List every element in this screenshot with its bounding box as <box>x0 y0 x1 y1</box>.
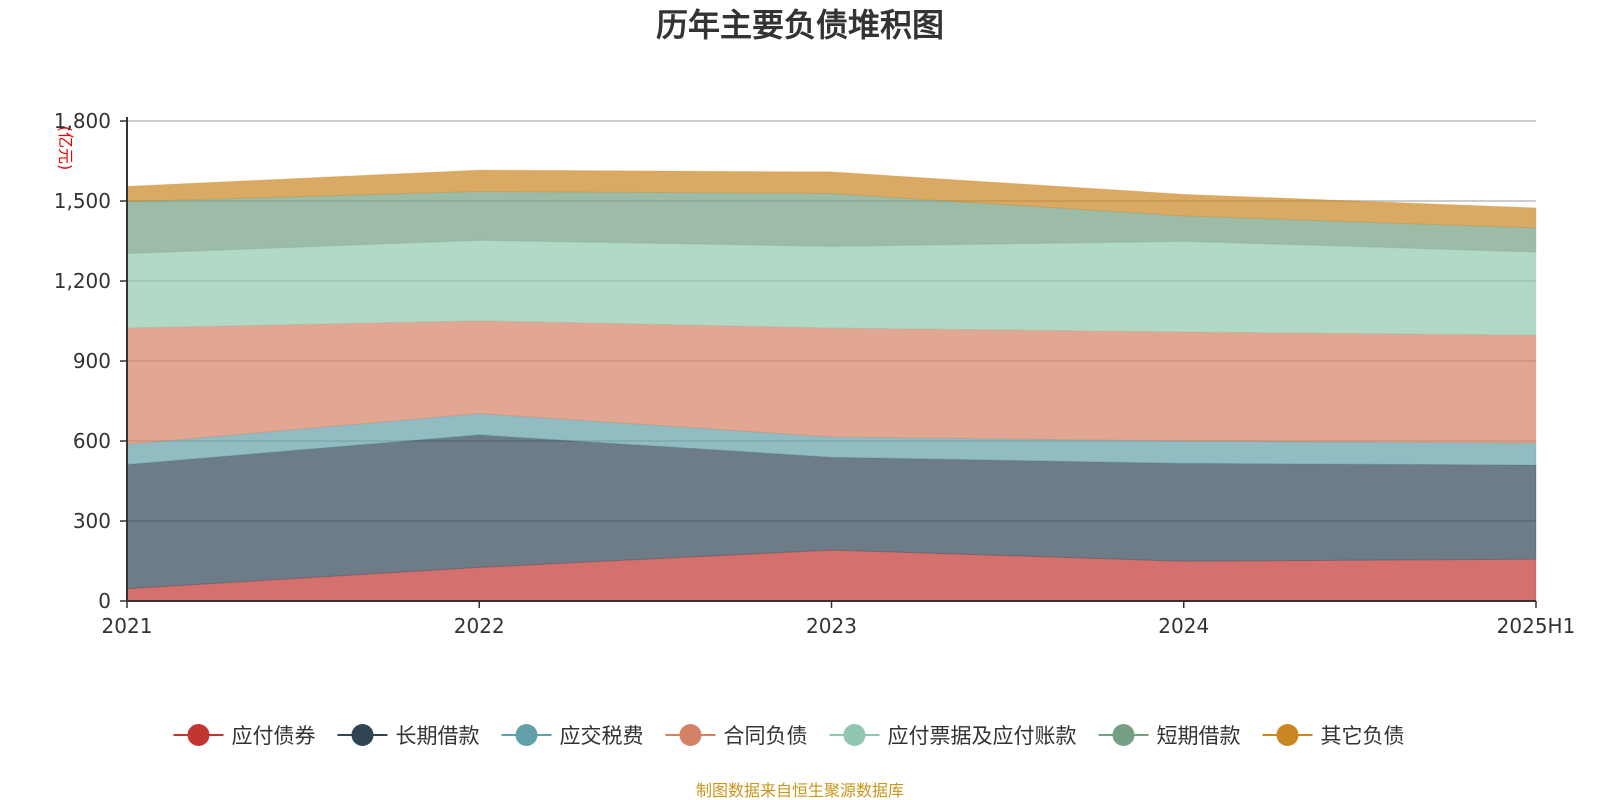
x-tick-label: 2023 <box>806 614 857 638</box>
legend-item-3: 合同负债 <box>665 724 808 748</box>
axes: 0 300 600 900 1,200 1,500 1,800 2021 2022 2023 202… <box>54 109 1576 638</box>
y-tick-label: 1,500 <box>54 189 111 213</box>
y-tick-label: 1,800 <box>54 109 111 133</box>
area-1 <box>126 434 1537 590</box>
x-tick-label: 2025H1 <box>1497 614 1576 638</box>
legend-item-1: 长期借款 <box>337 724 480 748</box>
legend-label: 应付债券 <box>232 724 316 748</box>
y-axis-unit: (亿元) <box>56 126 75 171</box>
y-tick-label: 300 <box>73 509 111 533</box>
y-tick-label: 900 <box>73 349 111 373</box>
legend-label: 合同负债 <box>724 724 808 748</box>
source-note: 制图数据来自恒生聚源数据库 <box>696 781 904 800</box>
legend-marker-icon <box>515 724 538 746</box>
legend-marker-icon <box>843 724 866 746</box>
legend-label: 应付票据及应付账款 <box>888 724 1077 748</box>
legend-item-6: 其它负债 <box>1262 724 1405 748</box>
area-3 <box>126 320 1537 445</box>
legend-item-5: 短期借款 <box>1098 724 1241 748</box>
legend-item-4: 应付票据及应付账款 <box>829 724 1077 748</box>
legend-label: 其它负债 <box>1321 724 1405 748</box>
legend-label: 长期借款 <box>396 724 480 748</box>
legend-item-0: 应付债券 <box>173 724 316 748</box>
legend-label: 应交税费 <box>560 724 644 748</box>
y-tick-label: 600 <box>73 429 111 453</box>
legend-label: 短期借款 <box>1157 724 1241 748</box>
x-tick-label: 2021 <box>102 614 153 638</box>
legend-marker-icon <box>679 724 702 746</box>
legend-marker-icon <box>1112 724 1135 746</box>
x-tick-label: 2022 <box>454 614 505 638</box>
chart-title: 历年主要负债堆积图 <box>656 6 944 44</box>
x-tick-label: 2024 <box>1158 614 1209 638</box>
y-tick-label: 1,200 <box>54 269 111 293</box>
legend: 应付债券 长期借款 应交税费 合同负债 应付票据及应付账款 短期借款 其它负债 <box>173 724 1405 748</box>
legend-marker-icon <box>187 724 210 746</box>
legend-item-2: 应交税费 <box>501 724 644 748</box>
area-series <box>126 169 1537 602</box>
legend-marker-icon <box>1276 724 1299 746</box>
area-4 <box>126 239 1537 336</box>
legend-marker-icon <box>351 724 374 746</box>
y-tick-label: 0 <box>98 589 111 613</box>
area-6 <box>126 169 1537 229</box>
